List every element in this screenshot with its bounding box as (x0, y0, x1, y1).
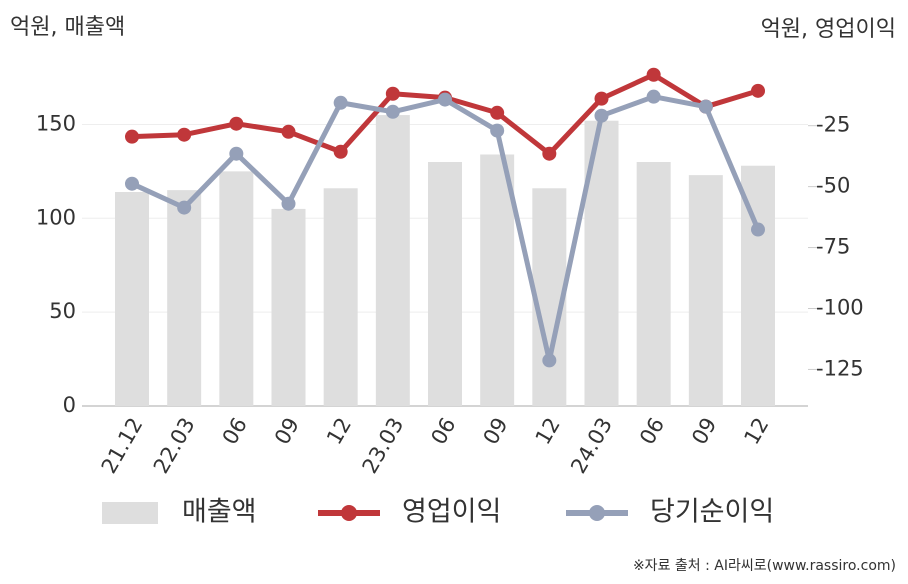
line (131, 72, 759, 157)
point (281, 196, 296, 211)
source: ※자료 출처 : AI라씨로(www.rassiro.com) (633, 558, 896, 574)
x-tick-label: 06 (218, 414, 252, 449)
x-tick-label: 12 (739, 414, 773, 449)
bar (428, 161, 462, 406)
bar (323, 188, 358, 406)
bar (636, 161, 671, 406)
x-tick-label: 09 (479, 413, 513, 448)
legend-marker (341, 505, 357, 521)
x-tick-label: 21.12 (97, 414, 148, 478)
x-tick-label: 12 (322, 414, 356, 449)
bar (219, 171, 254, 406)
y2-axis-title: 억원, 영업이익 (761, 17, 896, 42)
point (177, 200, 192, 215)
y2-tick-label: -100 (816, 296, 864, 320)
bar (271, 208, 306, 406)
legend-label: 당기순이익 (650, 497, 774, 528)
point (229, 116, 244, 131)
y2-tick-label: -25 (816, 113, 850, 137)
legend-label: 매출액 (182, 497, 257, 528)
bar (480, 154, 515, 406)
x-tick-label: 23.03 (358, 414, 409, 478)
point (751, 222, 765, 237)
point (385, 86, 400, 101)
point (490, 105, 505, 120)
y2-tick-label: -125 (816, 356, 864, 380)
point (646, 67, 661, 82)
x-tick-label: 09 (687, 414, 721, 449)
y2-tick-label: -50 (816, 174, 850, 198)
point (542, 146, 557, 161)
point (542, 353, 557, 368)
point (229, 146, 244, 161)
y-tick-label: 50 (49, 299, 76, 323)
y2-tick-label: -75 (816, 235, 850, 259)
x-tick-label: 24.03 (566, 414, 617, 478)
point (594, 91, 609, 106)
point (490, 123, 505, 138)
x-tick-label: 09 (270, 414, 304, 449)
point (333, 95, 348, 110)
point (125, 176, 139, 191)
bar (375, 115, 410, 406)
point (646, 89, 661, 104)
y-tick-label: 100 (36, 205, 76, 229)
y-tick-label: 150 (36, 111, 76, 135)
point (281, 124, 296, 139)
y-tick-label: 0 (63, 393, 76, 417)
x-tick-label: 06 (426, 414, 460, 449)
point (438, 92, 452, 107)
point (594, 108, 609, 123)
x-tick-label: 12 (531, 414, 565, 449)
point (751, 83, 765, 98)
bar (167, 190, 202, 406)
bar (115, 192, 149, 406)
legend-label: 영업이익 (402, 497, 501, 528)
point (698, 99, 713, 114)
point (125, 129, 139, 144)
point (385, 104, 400, 119)
x-tick-label: 22.03 (149, 414, 200, 478)
bar (688, 175, 723, 406)
legend-marker (589, 505, 605, 521)
point (333, 144, 348, 159)
x-tick-label: 06 (635, 414, 669, 449)
point (177, 127, 192, 142)
y-axis-title: 억원, 매출액 (10, 15, 125, 40)
legend-swatch (102, 502, 158, 524)
